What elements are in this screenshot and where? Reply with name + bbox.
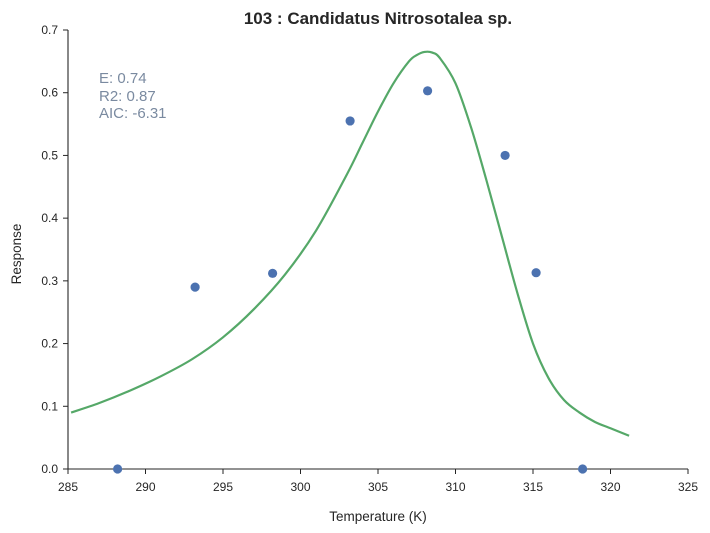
- annotation-r2: R2: 0.87: [99, 88, 156, 105]
- annotation-e: E: 0.74: [99, 70, 147, 87]
- y-tick-label: 0.6: [41, 86, 58, 100]
- x-axis-label: Temperature (K): [329, 509, 427, 524]
- data-point: [113, 464, 123, 474]
- data-point: [423, 86, 433, 96]
- y-tick-label: 0.7: [41, 23, 58, 37]
- x-tick-label: 305: [368, 480, 388, 494]
- y-axis-label: Response: [9, 224, 24, 285]
- y-tick-label: 0.5: [41, 148, 58, 162]
- data-point: [345, 116, 355, 126]
- x-tick-label: 310: [445, 480, 465, 494]
- data-point: [268, 268, 278, 278]
- x-tick-label: 290: [135, 480, 155, 494]
- y-tick-label: 0.0: [41, 462, 58, 476]
- fit-layer: [70, 50, 630, 437]
- data-point: [500, 150, 510, 161]
- fit-curve: [70, 50, 630, 437]
- annotation-aic: AIC: -6.31: [99, 105, 167, 122]
- data-point: [190, 282, 200, 292]
- points-layer: [113, 86, 588, 474]
- x-tick-label: 325: [678, 480, 698, 494]
- x-tick-label: 320: [600, 480, 620, 494]
- data-point: [578, 464, 588, 474]
- x-tick-label: 295: [213, 480, 233, 494]
- y-tick-label: 0.3: [41, 274, 58, 288]
- y-tick-label: 0.2: [41, 337, 58, 351]
- y-tick-label: 0.1: [41, 399, 58, 413]
- annotation-group: E: 0.74 R2: 0.87 AIC: -6.31: [99, 70, 167, 122]
- data-point: [531, 268, 541, 278]
- x-tick-label: 285: [58, 480, 78, 494]
- x-tick-label: 315: [523, 480, 543, 494]
- y-tick-label: 0.4: [41, 211, 58, 225]
- chart-title: 103 : Candidatus Nitrosotalea sp.: [244, 9, 512, 28]
- x-tick-label: 300: [290, 480, 310, 494]
- axes: 285 290 295 300 305 310 315 320 325 0.0 0.1 0.2 0.3 0…: [41, 23, 698, 494]
